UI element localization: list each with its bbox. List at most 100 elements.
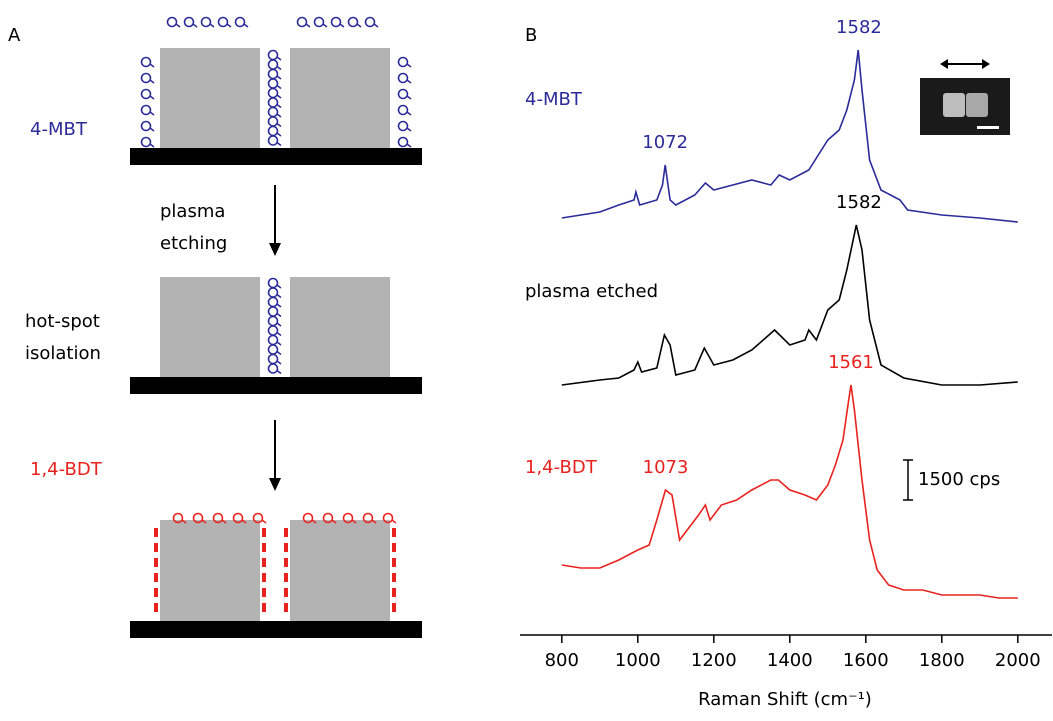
molecule-tail bbox=[276, 65, 282, 71]
molecule bbox=[154, 573, 158, 582]
molecule bbox=[267, 97, 279, 108]
molecule-tail bbox=[175, 23, 181, 28]
molecule-tail bbox=[209, 23, 215, 28]
molecule-tail bbox=[406, 79, 412, 84]
molecule bbox=[267, 287, 279, 298]
molecule bbox=[267, 315, 279, 327]
molecule bbox=[347, 16, 359, 28]
molecule bbox=[172, 512, 184, 524]
arrow-head bbox=[982, 59, 990, 69]
molecule bbox=[267, 125, 279, 137]
molecule-tail bbox=[276, 350, 282, 356]
molecule bbox=[397, 104, 409, 116]
molecule bbox=[262, 543, 266, 552]
molecule-tail bbox=[276, 113, 282, 118]
molecule-tail bbox=[276, 141, 282, 147]
block bbox=[160, 48, 260, 148]
molecule-tail bbox=[406, 63, 412, 68]
molecule-tail bbox=[149, 111, 155, 116]
block bbox=[160, 277, 260, 377]
molecule-tail bbox=[192, 23, 198, 28]
molecule bbox=[322, 512, 334, 524]
molecule bbox=[267, 344, 279, 355]
molecule-tail bbox=[373, 23, 379, 28]
molecule bbox=[267, 116, 279, 127]
molecule-tail bbox=[406, 143, 412, 148]
molecule-tail bbox=[351, 519, 357, 524]
molecule-tail bbox=[149, 127, 155, 132]
molecule bbox=[154, 588, 158, 597]
inset bbox=[920, 59, 1010, 135]
particle bbox=[943, 93, 965, 117]
molecule-tail bbox=[149, 79, 155, 84]
molecule-tail bbox=[149, 63, 155, 68]
molecule bbox=[166, 16, 178, 28]
molecule bbox=[397, 56, 409, 68]
molecule-tail bbox=[181, 519, 187, 524]
spectrum bbox=[561, 224, 1018, 386]
molecule-tail bbox=[276, 341, 282, 346]
molecule-tail bbox=[276, 75, 282, 80]
molecule bbox=[154, 558, 158, 567]
molecule-tail bbox=[276, 103, 282, 109]
x-tick-label: 1400 bbox=[767, 650, 813, 671]
panel-letter: A bbox=[8, 25, 21, 46]
molecule bbox=[234, 16, 246, 28]
molecule-tail bbox=[276, 303, 282, 308]
molecule-tail bbox=[356, 23, 362, 28]
x-axis-label: Raman Shift (cm⁻¹) bbox=[698, 689, 872, 710]
molecule bbox=[252, 512, 264, 524]
step-label: plasma bbox=[160, 201, 225, 222]
molecule-tail bbox=[201, 519, 207, 524]
molecule-tail bbox=[276, 94, 282, 99]
arrow-head bbox=[269, 478, 281, 491]
particle bbox=[966, 93, 988, 117]
molecule bbox=[382, 512, 394, 524]
step-label: 1,4-BDT bbox=[30, 459, 103, 480]
step-label: 4-MBT bbox=[30, 119, 88, 140]
molecule bbox=[397, 120, 409, 132]
molecule bbox=[262, 528, 266, 537]
molecule-tail bbox=[149, 95, 155, 100]
molecule bbox=[397, 88, 409, 100]
molecule bbox=[284, 573, 288, 582]
molecule bbox=[330, 16, 342, 28]
peak-label: 1073 bbox=[643, 457, 689, 478]
molecule-tail bbox=[406, 95, 412, 100]
molecule bbox=[267, 106, 279, 118]
molecule bbox=[267, 353, 279, 365]
x-tick-label: 1600 bbox=[843, 650, 889, 671]
arrow-head bbox=[269, 243, 281, 256]
inset-scale-bar bbox=[977, 126, 999, 129]
molecule bbox=[267, 325, 279, 336]
molecule-tail bbox=[276, 331, 282, 337]
spectrum bbox=[561, 384, 1018, 599]
molecule bbox=[140, 56, 152, 68]
substrate bbox=[130, 148, 422, 165]
molecule bbox=[392, 558, 396, 567]
molecule-tail bbox=[311, 519, 317, 524]
molecule bbox=[262, 588, 266, 597]
molecule bbox=[267, 334, 279, 346]
molecule bbox=[392, 543, 396, 552]
x-tick-label: 1200 bbox=[691, 650, 737, 671]
molecule-tail bbox=[276, 84, 282, 90]
molecule-tail bbox=[276, 293, 282, 299]
molecule-tail bbox=[322, 23, 328, 28]
molecule bbox=[200, 16, 212, 28]
molecule-tail bbox=[391, 519, 397, 524]
molecule bbox=[397, 72, 409, 84]
scale-bar-label: 1500 cps bbox=[918, 469, 1000, 490]
block bbox=[160, 520, 260, 621]
block bbox=[290, 48, 390, 148]
molecule-tail bbox=[221, 519, 227, 524]
molecule bbox=[217, 16, 229, 28]
molecule-tail bbox=[276, 322, 282, 327]
molecule bbox=[267, 277, 279, 289]
molecule bbox=[284, 543, 288, 552]
arrow-head bbox=[940, 59, 948, 69]
molecule bbox=[313, 16, 325, 28]
molecule-tail bbox=[276, 56, 282, 61]
molecule bbox=[267, 87, 279, 99]
